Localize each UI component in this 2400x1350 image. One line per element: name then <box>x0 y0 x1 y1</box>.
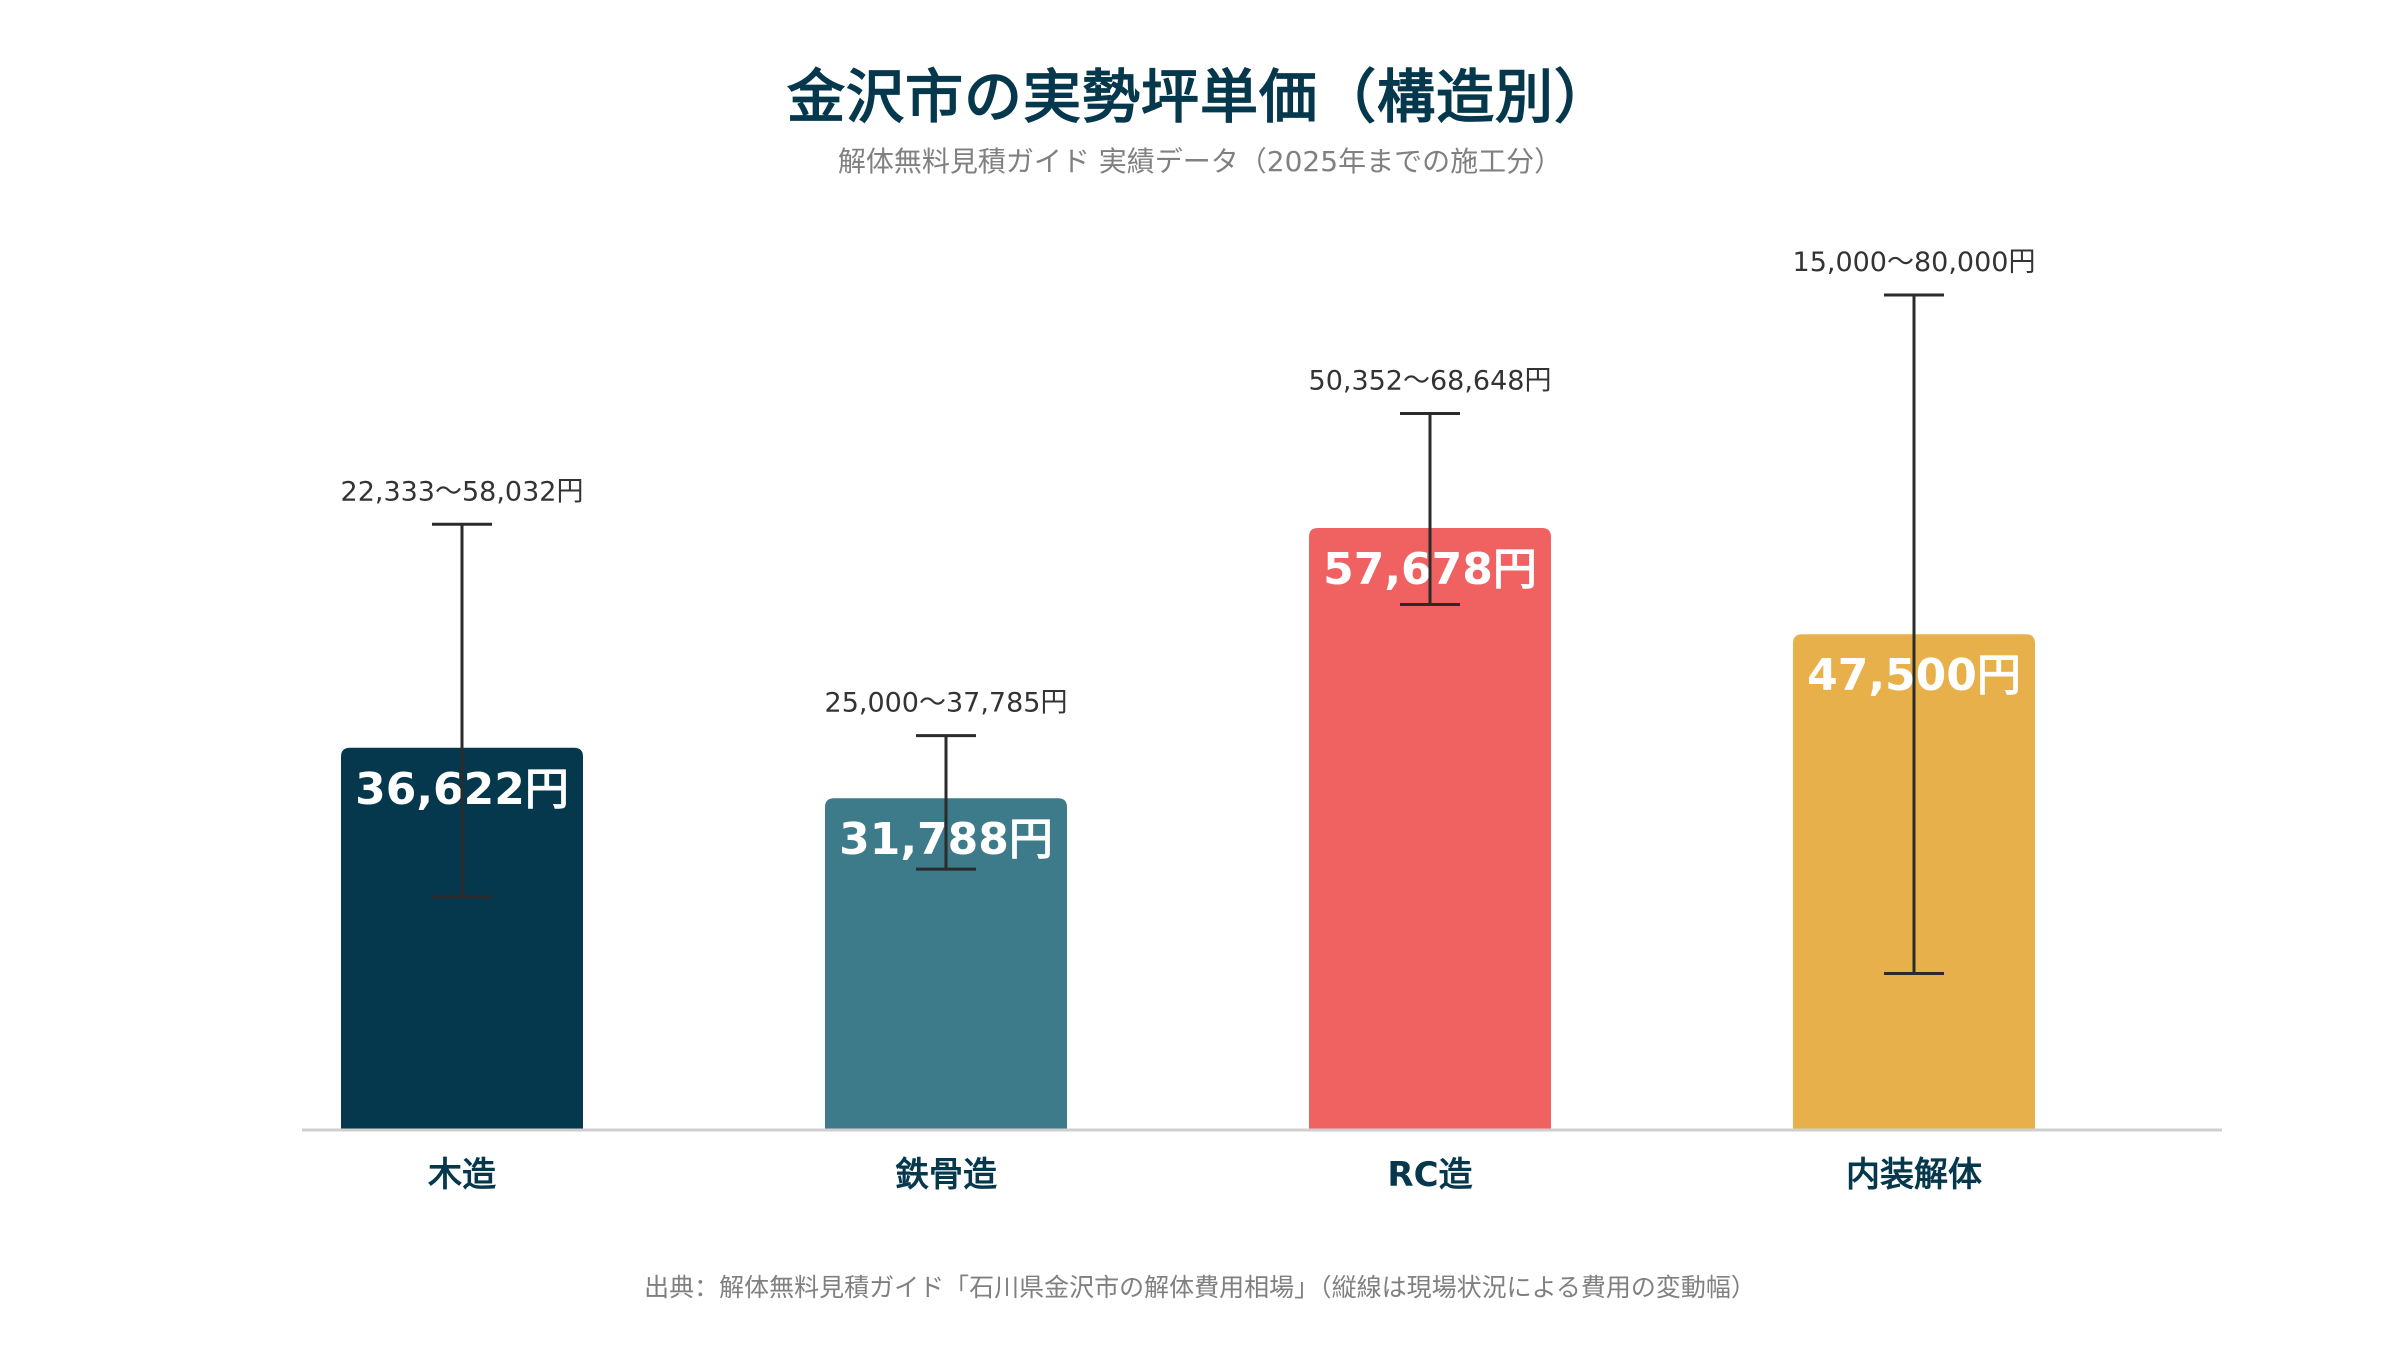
chart-title: 金沢市の実勢坪単価（構造別） <box>786 63 1613 131</box>
x-tick-label: 鉄骨造 <box>895 1155 997 1195</box>
range-label: 15,000〜80,000円 <box>1793 247 2036 278</box>
x-tick-label: RC造 <box>1387 1155 1472 1195</box>
x-tick-label: 内装解体 <box>1846 1155 1982 1195</box>
range-label: 50,352〜68,648円 <box>1309 365 1552 396</box>
bar <box>1309 527 1551 1130</box>
range-label: 22,333〜58,032円 <box>341 476 584 507</box>
chart-subtitle: 解体無料見積ガイド 実績データ（2025年までの施工分） <box>837 145 1563 178</box>
range-label: 25,000〜37,785円 <box>825 688 1068 719</box>
chart-source-note: 出典：解体無料見積ガイド「石川県金沢市の解体費用相場」（縦線は現場状況による費用… <box>644 1273 1756 1302</box>
x-tick-label: 木造 <box>427 1155 496 1195</box>
bar <box>825 798 1067 1130</box>
bar <box>341 747 583 1130</box>
